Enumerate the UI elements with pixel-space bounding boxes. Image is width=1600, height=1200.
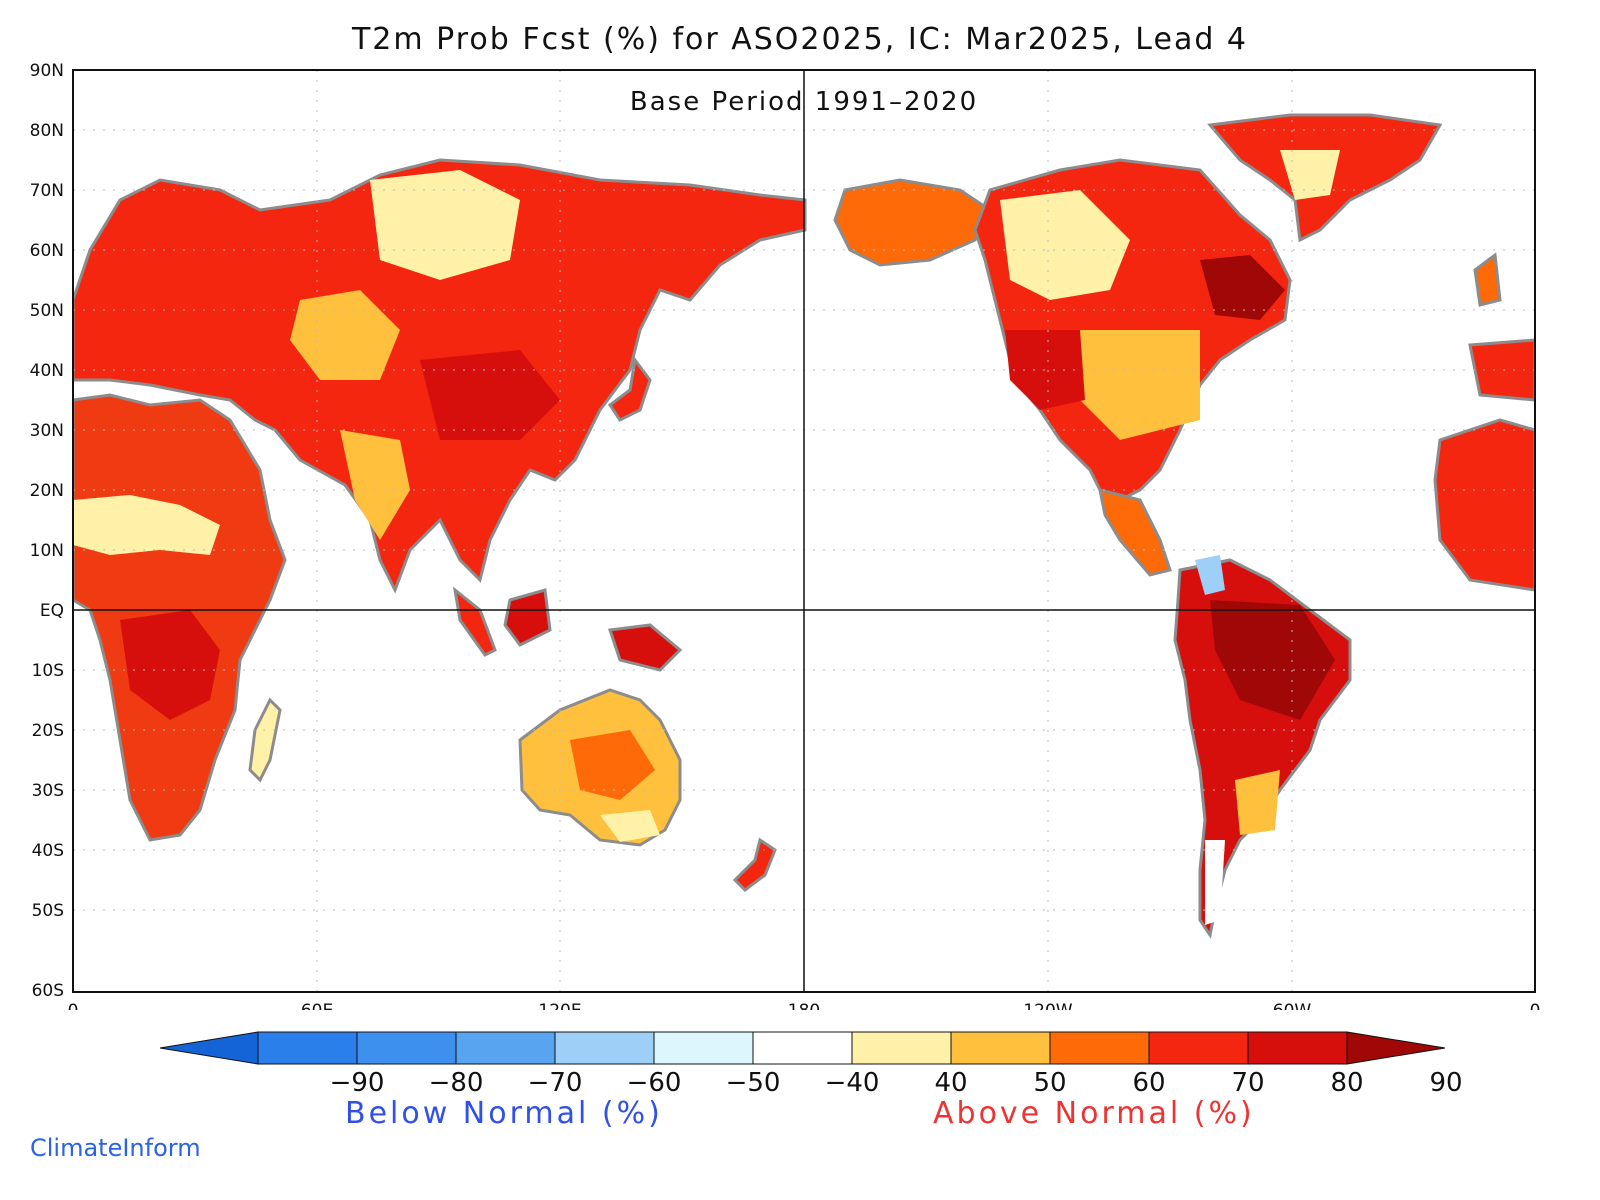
below-normal-label: Below Normal (%) (345, 1096, 663, 1131)
map-frame (72, 69, 1536, 993)
india-patch (340, 430, 410, 540)
colorbar-swatch (1049, 1031, 1150, 1065)
base-period-label: Base Period 1991–2020 (630, 87, 978, 117)
colorbar-swatch (257, 1031, 358, 1065)
australia-south-pale (600, 810, 660, 842)
lon-label: 60E (301, 1001, 333, 1010)
lat-label: 10N (30, 541, 64, 561)
lon-label: 120W (1023, 1001, 1072, 1010)
colorbar-arrow-low (159, 1031, 259, 1065)
argentina-pale (1235, 770, 1280, 835)
colorbar-tick-label: −70 (528, 1068, 583, 1098)
usa-east-pale (1080, 330, 1200, 440)
central-america (1098, 487, 1172, 577)
lat-label: 20S (32, 721, 64, 741)
colorbar-tick-label: −80 (429, 1068, 484, 1098)
canada-pale-band (1000, 190, 1130, 300)
lat-label: EQ (40, 601, 64, 621)
colorbar-tick-label: −60 (627, 1068, 682, 1098)
colorbar-tick-label: −90 (330, 1068, 385, 1098)
lat-label: 20N (30, 481, 64, 501)
borneo (503, 588, 552, 647)
colorbar-swatch (752, 1031, 853, 1065)
iberia-right (1468, 338, 1535, 402)
colorbar: −90 −80 −70 −60 −50 −40 40 50 60 70 80 90 (159, 1031, 1463, 1098)
africa-central (120, 610, 220, 720)
australia-red-core (570, 730, 655, 800)
britain-right (1473, 252, 1502, 307)
map-title: T2m Prob Fcst (%) for ASO2025, IC: Mar20… (351, 22, 1248, 57)
lon-label: 0 (1530, 1001, 1541, 1010)
colorbar-tick-label: 40 (934, 1068, 967, 1098)
colorbar-tick-label: 50 (1033, 1068, 1066, 1098)
colorbar-swatch (1148, 1031, 1249, 1065)
africa-sahel-band (73, 495, 220, 555)
lat-label: 80N (30, 121, 64, 141)
lat-label: 30N (30, 421, 64, 441)
colorbar-swatch (554, 1031, 655, 1065)
quebec-dark (1200, 255, 1285, 320)
credit-label: ClimateInform (30, 1134, 201, 1162)
colorbar-tick-label: −40 (825, 1068, 880, 1098)
colorbar-tick-label: 90 (1429, 1068, 1462, 1098)
colorbar-tick-label: 60 (1132, 1068, 1165, 1098)
sumatra (452, 586, 497, 657)
west-africa-right (1433, 418, 1535, 592)
lon-label: 180 (788, 1001, 820, 1010)
lat-label: 30S (32, 781, 64, 801)
colorbar-swatch (851, 1031, 952, 1065)
colombia-blue (1195, 555, 1225, 595)
colorbar-swatch (653, 1031, 754, 1065)
lon-label: 0 (68, 1001, 79, 1010)
japan (607, 356, 652, 422)
patagonia-white (1205, 840, 1225, 925)
lat-label: 60N (30, 241, 64, 261)
above-normal-label: Above Normal (%) (933, 1096, 1255, 1131)
alaska (833, 178, 992, 267)
new-guinea (607, 623, 683, 672)
colorbar-swatch (356, 1031, 457, 1065)
tibet-patch (420, 350, 560, 440)
central-asia-patch (290, 290, 400, 380)
amazon-dark (1210, 600, 1335, 720)
lat-label: 60S (32, 981, 64, 1001)
colorbar-swatch (455, 1031, 556, 1065)
colorbar-tick-label: 70 (1231, 1068, 1264, 1098)
colorbar-swatch (950, 1031, 1051, 1065)
lat-label: 90N (30, 61, 64, 81)
lon-label: 120E (538, 1001, 581, 1010)
colorbar-arrow-high (1346, 1031, 1446, 1065)
lat-label: 40N (30, 361, 64, 381)
siberia-warm-patch (370, 170, 520, 280)
greenland-pale (1280, 150, 1340, 200)
lat-label: 70N (30, 181, 64, 201)
colorbar-tick-label: −50 (726, 1068, 781, 1098)
lat-label: 10S (32, 661, 64, 681)
lat-label: 40S (32, 841, 64, 861)
forecast-map: Base Period 1991–2020 90N 80N 70N 60N 50… (30, 61, 1541, 1010)
colorbar-tick-label: 80 (1330, 1068, 1363, 1098)
colorbar-swatch (1247, 1031, 1348, 1065)
lat-label: 50S (32, 901, 64, 921)
lon-label: 60W (1273, 1001, 1312, 1010)
lat-label: 50N (30, 301, 64, 321)
